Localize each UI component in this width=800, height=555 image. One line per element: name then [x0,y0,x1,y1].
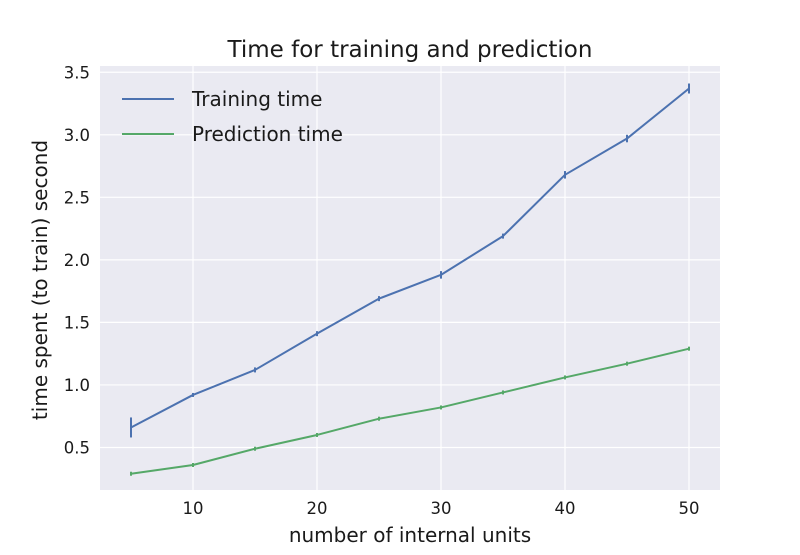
x-tick-label: 40 [555,499,576,518]
y-tick-label: 1.0 [64,376,90,395]
x-tick-label: 50 [679,499,700,518]
y-tick-label: 3.0 [64,126,90,145]
y-tick-label: 2.0 [64,251,90,270]
series-lines [130,83,690,476]
legend-label: Training time [191,87,322,111]
plot-area [100,66,720,490]
series-prediction-time [130,346,690,476]
x-tick-label: 30 [431,499,452,518]
y-axis-label: time spent (to train) second [28,140,52,420]
y-tick-label: 2.5 [64,188,90,207]
chart-title: Time for training and prediction [227,37,593,63]
tick-labels: 10 20 30 40 50 0.5 1.0 1.5 2.0 2.5 3.0 3.5 [64,63,700,518]
y-tick-label: 1.5 [64,313,90,332]
x-axis-label: number of internal units [289,523,531,547]
series-line [130,347,690,475]
legend-label: Prediction time [192,122,343,146]
x-tick-label: 10 [183,499,204,518]
series-line [130,87,690,429]
legend: Training time Prediction time [122,87,343,146]
y-tick-label: 0.5 [64,438,90,457]
x-tick-label: 20 [307,499,328,518]
series-training-time [130,83,690,438]
y-tick-label: 3.5 [64,63,90,82]
